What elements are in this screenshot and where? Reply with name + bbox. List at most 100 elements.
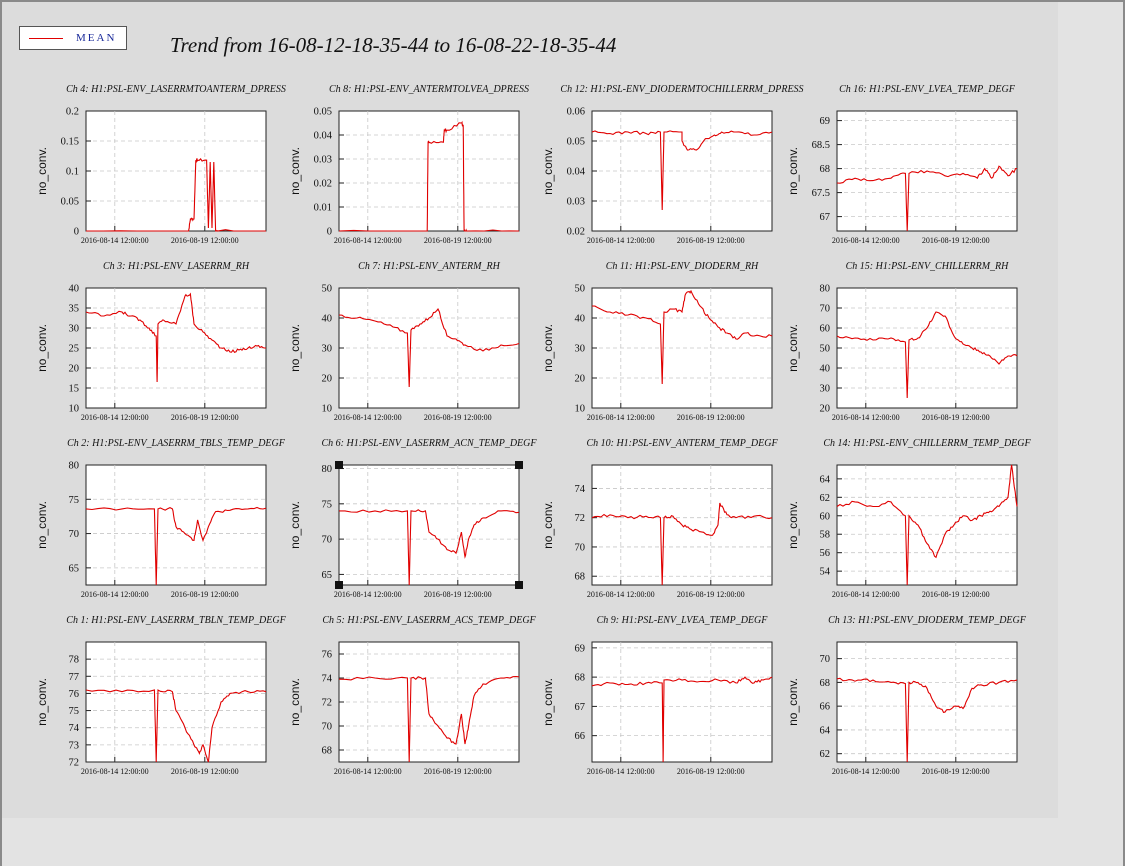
chart-7-ylabel: no_conv. — [541, 324, 555, 372]
chart-11-ytick-label: 70 — [575, 542, 586, 553]
chart-15-title: Ch 9: H1:PSL-ENV_LVEA_TEMP_DEGF — [597, 615, 769, 626]
chart-3-plot-area[interactable] — [591, 110, 773, 232]
chart-13-plot-area[interactable] — [85, 641, 267, 763]
chart-4-xtick-label: 2016-08-19 12:00:00 — [922, 236, 990, 245]
chart-11-xtick-label: 2016-08-14 12:00:00 — [587, 590, 655, 599]
chart-10-ytick-label: 80 — [322, 464, 333, 475]
chart-5-ytick-label: 20 — [69, 364, 80, 375]
chart-3-xtick-label: 2016-08-19 12:00:00 — [677, 236, 745, 245]
chart-5-ytick-label: 15 — [69, 384, 80, 395]
page-title: Trend from 16-08-12-18-35-44 to 16-08-22… — [170, 33, 617, 57]
chart-8-ytick-label: 80 — [820, 284, 831, 295]
chart-10-title: Ch 6: H1:PSL-ENV_LASERRM_ACN_TEMP_DEGF — [322, 438, 538, 449]
chart-12-ylabel: no_conv. — [786, 501, 800, 549]
chart-4-ytick-label: 67 — [820, 212, 831, 223]
chart-3-ytick-label: 0.02 — [567, 227, 585, 238]
chart-2-title: Ch 8: H1:PSL-ENV_ANTERMTOLVEA_DPRESS — [329, 84, 529, 95]
chart-8-plot-area[interactable] — [836, 287, 1018, 409]
chart-13-ytick-label: 72 — [69, 758, 80, 769]
chart-7-series-line — [591, 289, 773, 385]
chart-16-ytick-label: 70 — [820, 654, 831, 665]
chart-14-ytick-label: 74 — [322, 674, 333, 685]
selection-handle[interactable] — [335, 461, 343, 469]
chart-7-title: Ch 11: H1:PSL-ENV_DIODERM_RH — [606, 261, 759, 272]
chart-14-title: Ch 5: H1:PSL-ENV_LASERRM_ACS_TEMP_DEGF — [322, 615, 536, 626]
chart-6-title: Ch 7: H1:PSL-ENV_ANTERM_RH — [358, 261, 500, 272]
chart-10-ytick-label: 70 — [322, 535, 333, 546]
chart-3-ytick-label: 0.06 — [567, 107, 585, 118]
chart-6-ytick-label: 20 — [322, 374, 333, 385]
window-frame-left — [0, 0, 2, 866]
selection-handle[interactable] — [515, 461, 523, 469]
chart-12-plot-area[interactable] — [836, 464, 1018, 586]
chart-6-ytick-label: 30 — [322, 344, 333, 355]
chart-11-ytick-label: 68 — [575, 572, 586, 583]
chart-14-ytick-label: 72 — [322, 698, 333, 709]
chart-6-ylabel: no_conv. — [288, 324, 302, 372]
chart-10-xtick-label: 2016-08-19 12:00:00 — [424, 590, 492, 599]
chart-4-ytick-label: 69 — [820, 116, 831, 127]
chart-15-xtick-label: 2016-08-19 12:00:00 — [677, 767, 745, 776]
chart-10-ytick-label: 75 — [322, 499, 333, 510]
chart-5-plot-area[interactable] — [85, 287, 267, 409]
chart-2-plot-area[interactable] — [338, 110, 520, 232]
chart-14-ytick-label: 76 — [322, 650, 333, 661]
chart-1-ytick-label: 0.1 — [66, 167, 79, 178]
chart-8-ytick-label: 20 — [820, 404, 831, 415]
chart-9-xtick-label: 2016-08-14 12:00:00 — [81, 590, 149, 599]
chart-13-series-line — [85, 689, 267, 763]
chart-7-xtick-label: 2016-08-14 12:00:00 — [587, 413, 655, 422]
chart-12-ytick-label: 56 — [820, 548, 831, 559]
chart-1-xtick-label: 2016-08-14 12:00:00 — [81, 236, 149, 245]
chart-15-ytick-label: 66 — [575, 731, 586, 742]
chart-9-xtick-label: 2016-08-19 12:00:00 — [171, 590, 239, 599]
chart-9-title: Ch 2: H1:PSL-ENV_LASERRM_TBLS_TEMP_DEGF — [67, 438, 286, 449]
chart-1-title: Ch 4: H1:PSL-ENV_LASERRMTOANTERM_DPRESS — [66, 84, 286, 95]
chart-1-plot-area[interactable] — [85, 110, 267, 232]
chart-6-xtick-label: 2016-08-14 12:00:00 — [334, 413, 402, 422]
chart-9-ylabel: no_conv. — [35, 501, 49, 549]
chart-5-ytick-label: 25 — [69, 344, 80, 355]
chart-5-ytick-label: 35 — [69, 304, 80, 315]
chart-15-plot-area[interactable] — [591, 641, 773, 763]
chart-14-series-line — [338, 675, 520, 763]
chart-2-ytick-label: 0.02 — [314, 179, 332, 190]
chart-16-ytick-label: 68 — [820, 678, 831, 689]
chart-1-ytick-label: 0.05 — [61, 197, 79, 208]
chart-14-xtick-label: 2016-08-19 12:00:00 — [424, 767, 492, 776]
chart-5-ytick-label: 30 — [69, 324, 80, 335]
chart-8-xtick-label: 2016-08-19 12:00:00 — [922, 413, 990, 422]
chart-2-series-line — [338, 120, 520, 232]
chart-7-ytick-label: 30 — [575, 344, 586, 355]
chart-8-ytick-label: 60 — [820, 324, 831, 335]
chart-16-ytick-label: 66 — [820, 702, 831, 713]
chart-2-ytick-label: 0 — [327, 227, 332, 238]
chart-2-xtick-label: 2016-08-19 12:00:00 — [424, 236, 492, 245]
chart-9-series-line — [85, 506, 267, 586]
chart-9-ytick-label: 70 — [69, 529, 80, 540]
selection-handle[interactable] — [335, 581, 343, 589]
chart-10-plot-area[interactable] — [338, 464, 520, 586]
chart-1-ytick-label: 0.2 — [66, 107, 79, 118]
chart-7-plot-area[interactable] — [591, 287, 773, 409]
chart-14-plot-area[interactable] — [338, 641, 520, 763]
chart-12-ytick-label: 64 — [820, 474, 831, 485]
selection-handle[interactable] — [515, 581, 523, 589]
chart-16-plot-area[interactable] — [836, 641, 1018, 763]
chart-13-ytick-label: 76 — [69, 689, 80, 700]
chart-13-ytick-label: 73 — [69, 740, 80, 751]
chart-10-ylabel: no_conv. — [288, 501, 302, 549]
chart-13-title: Ch 1: H1:PSL-ENV_LASERRM_TBLN_TEMP_DEGF — [66, 615, 286, 626]
chart-12-ytick-label: 58 — [820, 530, 831, 541]
chart-8-ylabel: no_conv. — [786, 324, 800, 372]
chart-4-ytick-label: 68 — [820, 164, 831, 175]
chart-12-xtick-label: 2016-08-14 12:00:00 — [832, 590, 900, 599]
chart-3-ylabel: no_conv. — [541, 147, 555, 195]
chart-1-ytick-label: 0.15 — [61, 137, 79, 148]
chart-14-ytick-label: 68 — [322, 746, 333, 757]
chart-9-ytick-label: 75 — [69, 495, 80, 506]
legend[interactable]: MEAN — [19, 26, 127, 50]
chart-4-title: Ch 16: H1:PSL-ENV_LVEA_TEMP_DEGF — [839, 84, 1016, 95]
chart-13-xtick-label: 2016-08-19 12:00:00 — [171, 767, 239, 776]
